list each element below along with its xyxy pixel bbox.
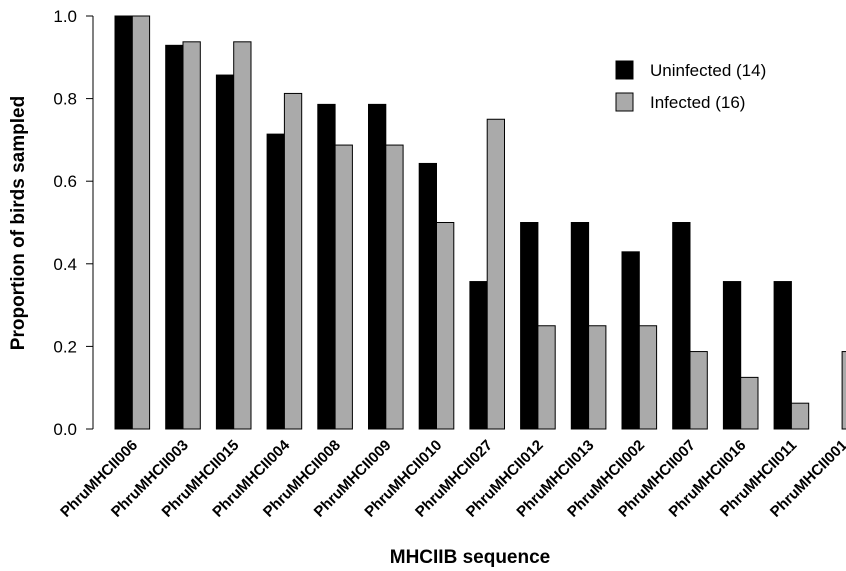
legend-swatch-0: [615, 60, 634, 80]
bar-infected-7: [486, 118, 506, 430]
bar-infected-2: [233, 41, 252, 430]
bar-infected-11: [689, 351, 708, 430]
bar-uninfected-8: [520, 222, 539, 430]
bars-group: [114, 15, 846, 430]
bar-uninfected-1: [165, 44, 184, 430]
y-tick-label-0: 0.0: [53, 420, 77, 439]
legend-swatch-1: [615, 92, 634, 112]
y-tick-label-4: 0.8: [53, 90, 77, 109]
bar-uninfected-3: [266, 133, 285, 430]
bar-infected-9: [588, 325, 607, 430]
bar-uninfected-11: [672, 222, 691, 430]
bar-infected-1: [182, 41, 201, 430]
y-tick-label-3: 0.6: [53, 172, 77, 191]
y-axis: 0.0 0.2 0.4 0.6 0.8 1.0: [53, 7, 94, 439]
bar-uninfected-5: [368, 103, 387, 430]
legend-label-1: Infected (16): [650, 93, 745, 112]
x-axis-title: MHCIIB sequence: [390, 547, 550, 568]
bar-infected-5: [385, 144, 404, 430]
y-tick-label-1: 0.2: [53, 337, 77, 356]
bar-uninfected-7: [469, 281, 488, 430]
bar-infected-10: [638, 325, 658, 430]
y-tick-label-2: 0.4: [53, 255, 77, 274]
bar-infected-3: [283, 92, 303, 430]
bar-uninfected-6: [418, 162, 438, 430]
bar-infected-4: [334, 144, 353, 430]
bar-infected-0: [131, 15, 151, 430]
bar-uninfected-13: [773, 281, 792, 430]
bar-uninfected-10: [621, 251, 640, 430]
bar-infected-13: [790, 402, 810, 430]
legend: Uninfected (14) Infected (16): [615, 60, 766, 112]
y-tick-label-5: 1.0: [53, 7, 77, 26]
bar-infected-14: [841, 351, 846, 430]
bar-infected-12: [740, 376, 759, 430]
bar-uninfected-2: [215, 74, 235, 430]
bar-infected-8: [537, 325, 556, 430]
y-axis-title: Proportion of birds sampled: [8, 96, 29, 350]
bar-uninfected-0: [114, 15, 133, 430]
bar-uninfected-4: [317, 103, 336, 430]
x-axis: PhruMHCII006PhruMHCII003PhruMHCII015Phru…: [57, 436, 846, 520]
bar-uninfected-9: [570, 222, 590, 430]
legend-label-0: Uninfected (14): [650, 61, 766, 80]
bar-uninfected-12: [722, 281, 742, 430]
bar-infected-6: [436, 222, 455, 430]
